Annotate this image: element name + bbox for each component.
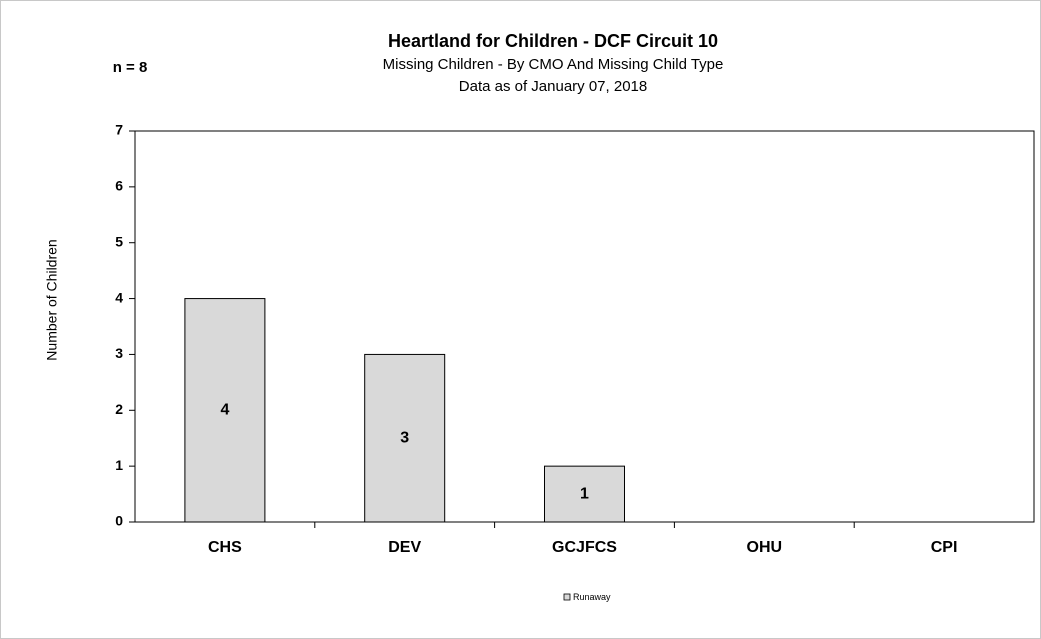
legend-swatch [563, 593, 571, 601]
data-label: 3 [400, 429, 409, 446]
y-axis-label: Number of Children [44, 239, 60, 360]
legend-label: Runaway [573, 592, 611, 602]
data-label: 4 [220, 402, 229, 419]
y-tick-label: 6 [115, 178, 123, 194]
x-tick-label: OHU [747, 539, 783, 556]
y-tick-label: 4 [115, 289, 123, 305]
y-tick-label: 0 [115, 513, 123, 529]
x-tick-label: CPI [931, 539, 958, 556]
bar [544, 465, 625, 523]
chart-note: Data as of January 07, 2018 [459, 78, 647, 95]
x-tick-label: GCJFCS [552, 539, 617, 556]
bar [364, 353, 446, 523]
y-tick-label: 1 [115, 457, 123, 473]
chart-title: Heartland for Children - DCF Circuit 10 [388, 31, 718, 51]
y-tick-label: 7 [115, 122, 123, 138]
n-annotation: n = 8 [113, 59, 148, 76]
y-tick-label: 3 [115, 345, 123, 361]
x-tick-label: CHS [208, 539, 242, 556]
x-tick-label: DEV [388, 539, 421, 556]
y-tick-label: 2 [115, 401, 123, 417]
y-tick-label: 5 [115, 233, 123, 249]
plot-area [134, 130, 1035, 523]
chart-subtitle: Missing Children - By CMO And Missing Ch… [383, 56, 724, 73]
bar [184, 298, 266, 523]
data-label: 1 [580, 485, 589, 502]
